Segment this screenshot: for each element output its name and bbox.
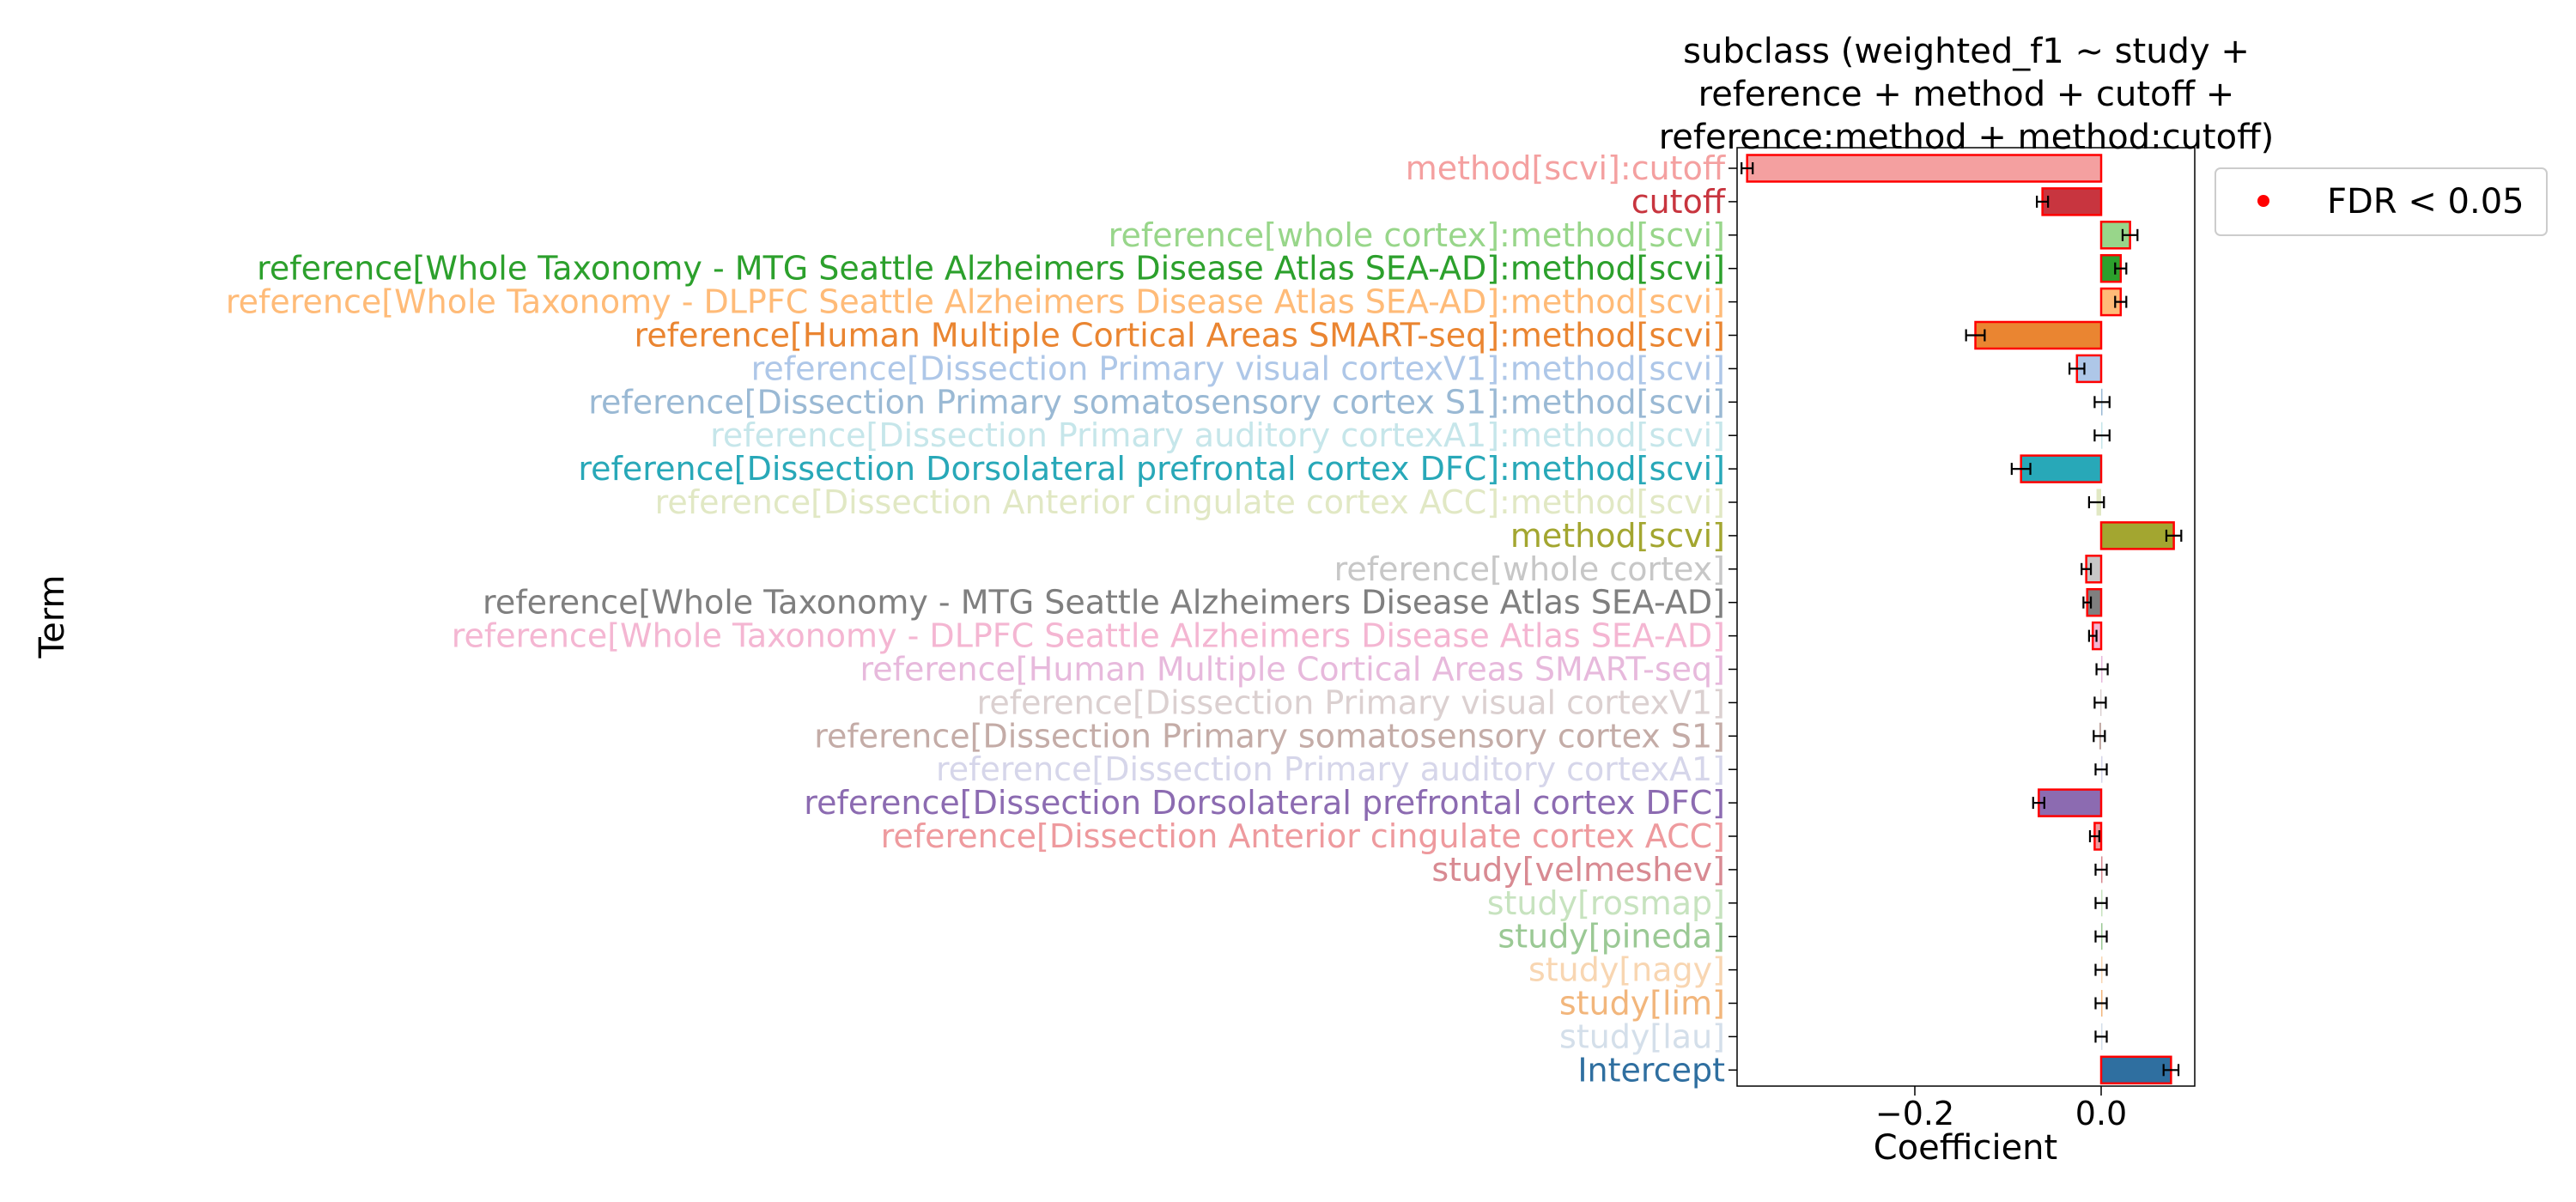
y-tick-label-15: reference[Human Multiple Cortical Areas … <box>860 651 1725 689</box>
title-line-1: subclass (weighted_f1 ~ study + <box>1683 32 2250 71</box>
y-tick-label-2: reference[whole cortex]:method[scvi] <box>1109 216 1725 254</box>
errorbar-3 <box>2114 262 2128 275</box>
y-tick-label-17: reference[Dissection Primary somatosenso… <box>814 717 1725 755</box>
y-tick-label-4: reference[Whole Taxonomy - DLPFC Seattle… <box>226 283 1725 321</box>
title-line-2: reference + method + cutoff + <box>1698 75 2235 114</box>
x-ticks: −0.2 0.0 <box>1875 1086 2127 1132</box>
y-tick-label-22: study[rosmap] <box>1487 884 1725 922</box>
bar-11 <box>2099 521 2175 550</box>
y-tick-label-27: Intercept <box>1577 1051 1725 1089</box>
errorbar-14 <box>2087 629 2098 642</box>
errorbar-20 <box>2088 830 2100 842</box>
y-tick-label-11: method[scvi] <box>1510 517 1725 555</box>
errorbar-24 <box>2094 963 2108 976</box>
bar-19 <box>2038 788 2103 817</box>
y-tick-label-23: study[pineda] <box>1498 918 1725 956</box>
x-tick-label-0: −0.2 <box>1875 1095 1954 1132</box>
errorbar-6 <box>2069 362 2086 375</box>
y-tick-label-5: reference[Human Multiple Cortical Areas … <box>635 317 1725 355</box>
x-axis-title: Coefficient <box>1874 1128 2057 1168</box>
errorbar-2 <box>2121 228 2139 241</box>
y-tick-label-10: reference[Dissection Anterior cingulate … <box>655 483 1725 521</box>
errorbar-22 <box>2094 896 2108 909</box>
bar-1 <box>2041 187 2103 216</box>
errorbar-25 <box>2094 997 2108 1010</box>
errorbar-7 <box>2093 396 2111 409</box>
y-tick-label-14: reference[Whole Taxonomy - DLPFC Seattle… <box>452 617 1725 655</box>
y-tick-label-26: study[lau] <box>1559 1017 1725 1055</box>
chart-title: subclass (weighted_f1 ~ study + referenc… <box>1659 32 2275 157</box>
bar-5 <box>1974 320 2103 350</box>
legend-frame <box>2215 167 2548 236</box>
y-tick-label-20: reference[Dissection Anterior cingulate … <box>881 817 1725 855</box>
y-tick-label-25: study[lim] <box>1559 985 1725 1023</box>
y-tick-label-8: reference[Dissection Primary auditory co… <box>710 416 1725 454</box>
y-tick-label-9: reference[Dissection Dorsolateral prefro… <box>578 450 1725 488</box>
y-tick-labels: method[scvi]:cutoffcutoffreference[whole… <box>226 149 1737 1089</box>
errorbar-15 <box>2095 663 2109 676</box>
bar-9 <box>2020 454 2103 483</box>
y-tick-label-24: study[nagy] <box>1528 951 1725 989</box>
y-tick-label-3: reference[Whole Taxonomy - MTG Seattle A… <box>257 250 1725 288</box>
errorbar-12 <box>2081 562 2093 575</box>
errorbar-17 <box>2093 730 2106 743</box>
errorbar-27 <box>2162 1064 2180 1077</box>
legend: FDR < 0.05 <box>2215 167 2548 236</box>
y-tick-label-0: method[scvi]:cutoff <box>1406 149 1726 187</box>
errorbar-26 <box>2094 1030 2108 1043</box>
errorbar-19 <box>2032 797 2045 810</box>
errorbar-21 <box>2094 863 2108 876</box>
y-tick-label-16: reference[Dissection Primary visual cort… <box>977 683 1725 721</box>
y-tick-label-12: reference[whole cortex] <box>1334 550 1725 588</box>
x-tick-label-1: 0.0 <box>2075 1095 2127 1132</box>
bar-0 <box>1746 154 2103 183</box>
bars-layer <box>1746 154 2175 1085</box>
errorbar-5 <box>1965 329 1986 342</box>
errorbar-9 <box>2010 463 2032 476</box>
y-axis-title: Term <box>33 575 72 659</box>
errorbar-4 <box>2114 295 2128 308</box>
y-tick-label-7: reference[Dissection Primary somatosenso… <box>588 383 1725 421</box>
errorbar-10 <box>2087 496 2105 508</box>
legend-label: FDR < 0.05 <box>2327 182 2524 222</box>
errorbar-0 <box>1741 162 1754 174</box>
errorbars-layer <box>1741 162 2183 1077</box>
y-tick-label-13: reference[Whole Taxonomy - MTG Seattle A… <box>483 584 1725 622</box>
y-tick-label-21: study[velmeshev] <box>1431 851 1725 889</box>
title-line-3: reference:method + method:cutoff) <box>1659 118 2275 157</box>
errorbar-16 <box>2093 696 2107 709</box>
y-tick-label-19: reference[Dissection Dorsolateral prefro… <box>804 784 1725 822</box>
errorbar-1 <box>2036 195 2050 208</box>
errorbar-18 <box>2094 763 2108 776</box>
y-tick-label-1: cutoff <box>1631 183 1726 221</box>
errorbar-23 <box>2094 930 2108 943</box>
plot-frame <box>1736 147 2196 1087</box>
y-tick-label-6: reference[Dissection Primary visual cort… <box>751 349 1725 387</box>
errorbar-11 <box>2165 529 2183 542</box>
legend-marker <box>2257 195 2269 207</box>
errorbar-8 <box>2093 429 2111 442</box>
y-tick-label-18: reference[Dissection Primary auditory co… <box>936 750 1725 788</box>
errorbar-13 <box>2082 596 2093 609</box>
bar-27 <box>2099 1055 2172 1085</box>
